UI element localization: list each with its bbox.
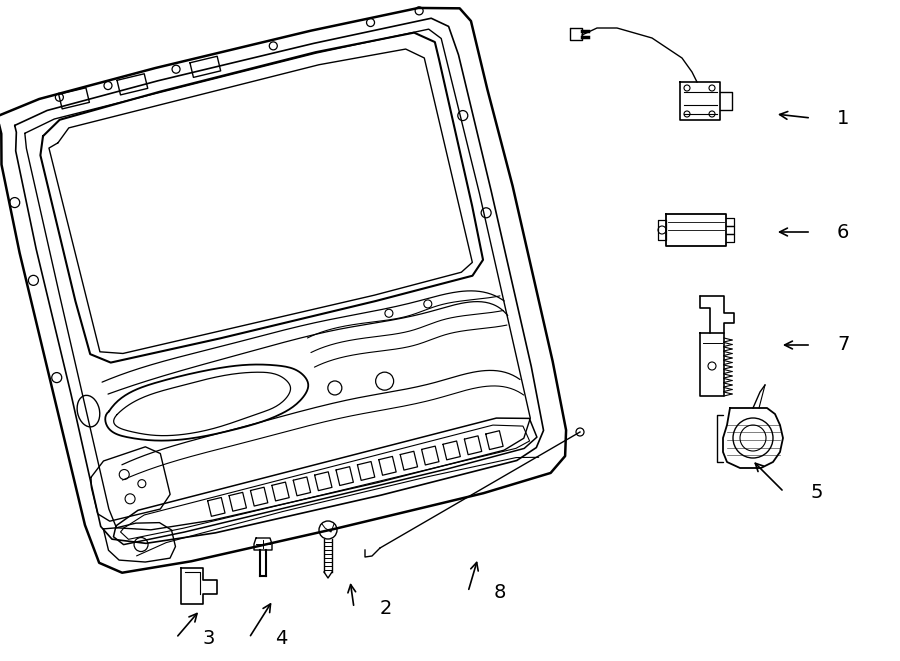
Text: 4: 4 <box>275 629 287 648</box>
Text: 7: 7 <box>837 336 850 354</box>
Text: 8: 8 <box>494 582 507 602</box>
Text: 5: 5 <box>810 483 823 502</box>
Text: 2: 2 <box>380 598 392 617</box>
Text: 3: 3 <box>202 629 214 648</box>
Text: 6: 6 <box>837 223 850 241</box>
Text: 1: 1 <box>837 108 850 128</box>
